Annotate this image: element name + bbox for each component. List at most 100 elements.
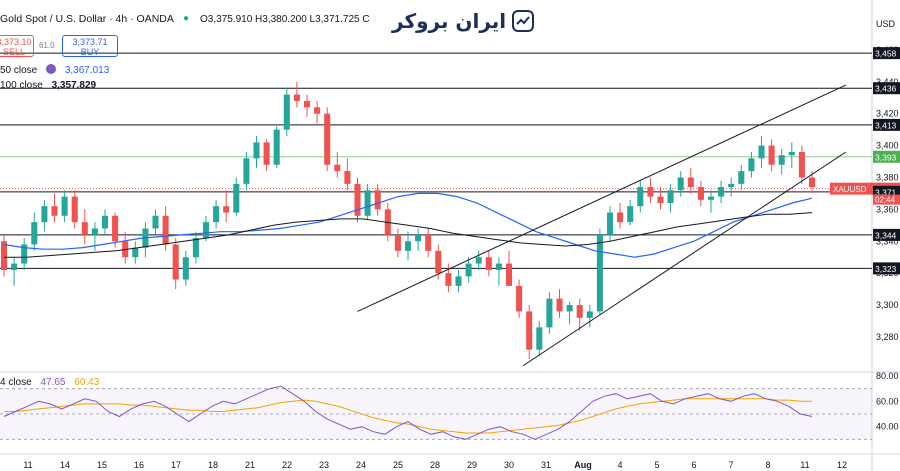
time-axis-label: 4 (617, 460, 622, 470)
buy-label: BUY (80, 47, 100, 57)
ma50-legend[interactable]: 50 close 3,367.013 (0, 64, 109, 76)
candle-up (748, 158, 755, 172)
rsi-line (3, 385, 813, 440)
candle-down (647, 187, 654, 197)
sell-label: SELL (2, 47, 26, 57)
candle-up (677, 177, 684, 191)
price-tick-label: 3,440 (876, 77, 899, 87)
time-axis-label: 23 (319, 460, 329, 470)
price-tick-label: 3,280 (876, 332, 899, 342)
sell-button[interactable]: 3,373.10 SELL (0, 35, 34, 57)
candle-up (192, 238, 199, 258)
candle-down (263, 142, 270, 165)
candle-down (435, 250, 442, 274)
rsi-legend[interactable]: 4 close 47.65 60.43 (0, 377, 99, 388)
spread-value: 61.0 (39, 41, 55, 50)
candle-up (364, 190, 371, 216)
time-axis-label: 7 (728, 460, 733, 470)
candle-up (61, 196, 68, 216)
ma50-line (3, 192, 813, 258)
candle-up (31, 222, 38, 245)
candle-up (415, 234, 422, 242)
ma50-label: 50 close (0, 65, 38, 76)
broker-logo: ایران بروکر (392, 6, 535, 36)
candle-up (101, 215, 109, 229)
level-price-label: 3,393 (875, 152, 897, 162)
ma100-label: 100 close (0, 80, 43, 91)
candle-up (475, 257, 482, 264)
candle-down (798, 151, 805, 178)
candle-down (505, 263, 513, 286)
symbol-price-tag (830, 182, 873, 195)
candle-down (162, 215, 169, 245)
ma100-line (4, 212, 813, 258)
candle-down (556, 298, 563, 312)
level-price-tag (873, 262, 900, 275)
candle-down (172, 244, 179, 280)
candle-down (354, 183, 361, 216)
ma100-legend[interactable]: 100 close 3,357.829 (0, 80, 96, 91)
price-tick-label: 3,420 (876, 109, 899, 119)
candle-down (687, 177, 694, 188)
candle-down (526, 311, 533, 350)
candle-down (425, 234, 432, 251)
buy-button[interactable]: 3,373.71 BUY (62, 35, 118, 57)
rsi-tick-label: 60.00 (876, 396, 899, 406)
symbol-title[interactable]: Gold Spot / U.S. Dollar · 4h · OANDA (0, 13, 174, 25)
candle-up (495, 263, 502, 270)
ma50-value: 3,367.013 (64, 65, 110, 76)
candle-up (273, 129, 280, 165)
level-price-label: 3,323 (875, 264, 897, 274)
time-axis-label: 11 (800, 460, 809, 470)
candle-down (51, 206, 58, 216)
time-axis-label: 12 (837, 460, 847, 470)
candle-up (536, 327, 543, 350)
candle-up (132, 247, 139, 258)
candle-up (738, 171, 745, 184)
buy-price: 3,373.71 (72, 37, 108, 47)
level-price-label: 3,371 (875, 187, 897, 197)
candle-up (404, 241, 412, 251)
candle-down (344, 171, 351, 184)
time-axis-label: 15 (97, 460, 107, 470)
countdown-tag (873, 194, 900, 205)
candle-up (465, 263, 472, 277)
ma50-settings-icon[interactable] (46, 64, 57, 74)
candle-up (182, 257, 189, 280)
candle-up (778, 155, 785, 165)
time-axis-label: 22 (282, 460, 292, 470)
candle-up (788, 151, 795, 156)
candle-down (334, 164, 341, 172)
time-axis-label: 6 (691, 460, 696, 470)
rsi-ma-value: 60.43 (74, 377, 100, 388)
price-tick-label: 3,340 (876, 236, 899, 246)
logo-mark-icon (512, 10, 535, 32)
trend-line[interactable] (357, 84, 847, 312)
rsi-tick-label: 80.00 (876, 371, 899, 381)
level-price-label: 3,436 (875, 84, 897, 94)
rsi-value: 47.65 (40, 377, 66, 388)
candle-up (91, 228, 98, 235)
rsi-label: 4 close (0, 377, 32, 388)
candle-down (223, 206, 230, 213)
candle-down (808, 177, 816, 188)
time-axis-label: 18 (208, 460, 218, 470)
countdown-label: 02:44 (875, 196, 896, 205)
rsi-band (0, 388, 872, 440)
trend-line[interactable] (522, 151, 847, 367)
candle-down (81, 222, 88, 235)
time-axis-label: 31 (541, 460, 551, 470)
candle-up (718, 187, 725, 197)
price-tick-label: 3,300 (876, 300, 899, 310)
candle-down (657, 196, 664, 203)
candle-up (283, 94, 290, 130)
ma100-value: 3,357.829 (51, 80, 97, 91)
time-axis-label: 16 (134, 460, 144, 470)
candle-up (707, 196, 715, 200)
time-axis-label: 25 (393, 460, 403, 470)
time-axis-label: 17 (171, 460, 181, 470)
level-price-tag (873, 118, 900, 131)
price-tick-label: 3,380 (876, 172, 899, 182)
candle-up (667, 190, 674, 203)
